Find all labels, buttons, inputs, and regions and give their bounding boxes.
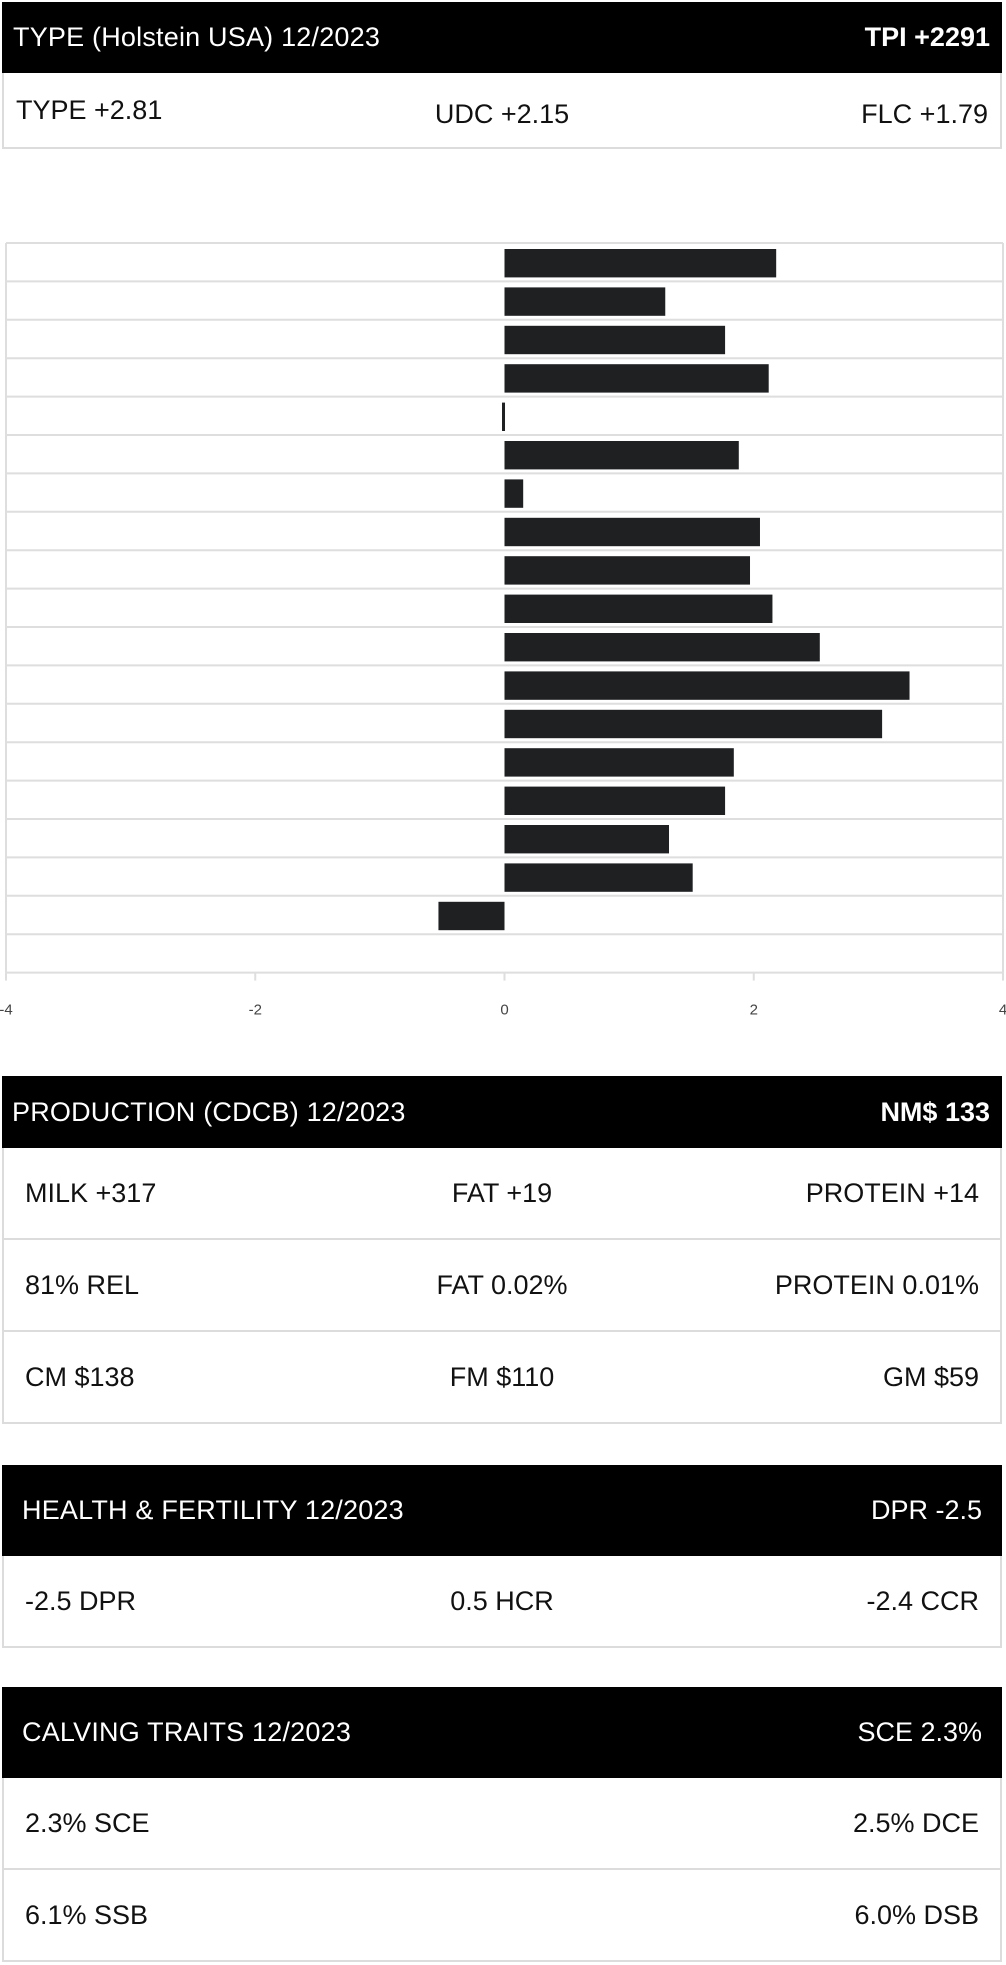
production-row: 81% REL FAT 0.02% PROTEIN 0.01% xyxy=(2,1240,1002,1332)
nm-value: NM$ 133 xyxy=(880,1096,990,1127)
bar xyxy=(504,517,760,547)
flc-score: FLC +1.79 xyxy=(861,98,988,129)
fm-value: FM $110 xyxy=(449,1361,555,1392)
bar xyxy=(504,709,883,739)
bar xyxy=(504,441,739,470)
x-tick-label: 4 xyxy=(999,1002,1006,1019)
production-title: PRODUCTION (CDCB) 12/2023 xyxy=(12,1096,406,1127)
bar xyxy=(504,249,777,278)
tpi-value: TPI +2291 xyxy=(864,22,990,52)
production-header: PRODUCTION (CDCB) 12/2023 NM$ 133 xyxy=(2,1076,1002,1148)
sce-value: 2.3% SCE xyxy=(25,1807,150,1838)
x-tick-label: 0 xyxy=(500,1002,508,1019)
rel-value: 81% REL xyxy=(25,1269,140,1300)
calving-row: 2.3% SCE 2.5% DCE xyxy=(2,1778,1002,1870)
bar xyxy=(504,479,524,508)
bar xyxy=(504,825,670,854)
grid-lines xyxy=(5,242,1004,974)
bar xyxy=(504,325,726,355)
health-row: -2.5 DPR 0.5 HCR -2.4 CCR xyxy=(2,1556,1002,1648)
fat-percent: FAT 0.02% xyxy=(436,1269,568,1300)
health-title: HEALTH & FERTILITY 12/2023 xyxy=(22,1495,404,1525)
x-tick-label: -4 xyxy=(0,1002,13,1019)
calving-header: CALVING TRAITS 12/2023 SCE 2.3% xyxy=(2,1687,1002,1778)
x-tick-label: -2 xyxy=(249,1002,262,1019)
type-values: TYPE +2.81 UDC +2.15 FLC +1.79 xyxy=(2,73,1002,149)
x-tick-label: 2 xyxy=(750,1002,758,1019)
health-header: HEALTH & FERTILITY 12/2023 DPR -2.5 xyxy=(2,1465,1002,1556)
bar xyxy=(504,786,726,815)
type-header: TYPE (Holstein USA) 12/2023 TPI +2291 xyxy=(2,2,1002,73)
dpr-summary: DPR -2.5 xyxy=(870,1495,982,1525)
ccr-value: -2.4 CCR xyxy=(866,1585,979,1616)
fat-value: FAT +19 xyxy=(451,1177,553,1208)
hcr-value: 0.5 HCR xyxy=(450,1585,554,1616)
type-title: TYPE (Holstein USA) 12/2023 xyxy=(13,22,381,52)
protein-value: PROTEIN +14 xyxy=(805,1177,979,1208)
bar xyxy=(504,364,769,393)
protein-percent: PROTEIN 0.01% xyxy=(774,1269,979,1300)
type-values-row: TYPE +2.81 UDC +2.15 FLC +1.79 xyxy=(2,73,1002,149)
bar xyxy=(504,671,910,700)
calving-row: 6.1% SSB 6.0% DSB xyxy=(2,1870,1002,1962)
production-table: MILK +317 FAT +19 PROTEIN +14 81% REL FA… xyxy=(2,1148,1002,1424)
dsb-value: 6.0% DSB xyxy=(854,1899,979,1930)
udc-score: UDC +2.15 xyxy=(434,98,570,129)
calving-title: CALVING TRAITS 12/2023 xyxy=(22,1717,352,1747)
dce-value: 2.5% DCE xyxy=(852,1807,979,1838)
bar xyxy=(504,287,666,316)
bar xyxy=(504,748,734,777)
sce-summary: SCE 2.3% xyxy=(857,1717,982,1747)
bar xyxy=(438,901,505,931)
x-axis: -4 -2 0 2 4 xyxy=(0,972,1006,1019)
milk-value: MILK +317 xyxy=(25,1177,157,1208)
production-row: CM $138 FM $110 GM $59 xyxy=(2,1332,1002,1424)
ssb-value: 6.1% SSB xyxy=(25,1899,149,1930)
bars xyxy=(438,249,910,931)
linear-traits-chart: -4 -2 0 2 4 xyxy=(0,242,1006,1019)
bar xyxy=(504,556,751,585)
type-score: TYPE +2.81 xyxy=(16,94,163,125)
bar xyxy=(504,863,693,892)
bar xyxy=(502,402,506,431)
bar xyxy=(504,594,773,623)
health-values: -2.5 DPR 0.5 HCR -2.4 CCR xyxy=(2,1556,1002,1648)
calving-table: 2.3% SCE 2.5% DCE 6.1% SSB 6.0% DSB xyxy=(2,1778,1002,1962)
production-row: MILK +317 FAT +19 PROTEIN +14 xyxy=(2,1148,1002,1240)
cm-value: CM $138 xyxy=(25,1361,135,1392)
dpr-value: -2.5 DPR xyxy=(25,1585,137,1616)
gm-value: GM $59 xyxy=(882,1361,979,1392)
bar xyxy=(504,633,820,662)
